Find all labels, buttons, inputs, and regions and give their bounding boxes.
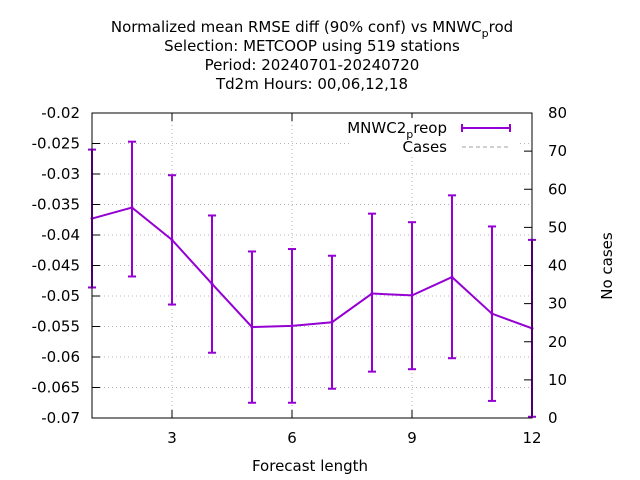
y2-tick-labels: 80 70 60 50 40 30 20 10 0 xyxy=(548,104,567,427)
y2-tick-label: 70 xyxy=(548,142,567,160)
title-line-1: Normalized mean RMSE diff (90% conf) vs … xyxy=(111,18,513,40)
y2-tick-label: 80 xyxy=(548,104,567,122)
data-point xyxy=(450,275,454,279)
y-tick-label: -0.07 xyxy=(41,409,80,427)
data-point xyxy=(490,312,494,316)
grid xyxy=(92,113,532,418)
y2-tick-label: 10 xyxy=(548,371,567,389)
legend-background xyxy=(350,118,520,156)
x-tick-label: 6 xyxy=(287,429,297,447)
data-point xyxy=(130,206,134,210)
y2-axis-label: No cases xyxy=(598,232,616,300)
y-tick-label: -0.035 xyxy=(32,196,80,214)
x-axis-label: Forecast length xyxy=(252,457,368,475)
data-point xyxy=(250,325,254,329)
data-point xyxy=(170,238,174,242)
title-line-3: Period: 20240701-20240720 xyxy=(205,56,420,74)
legend: MNWC2preop Cases xyxy=(347,118,520,156)
chart-title: Normalized mean RMSE diff (90% conf) vs … xyxy=(111,18,513,93)
data-point xyxy=(410,293,414,297)
y2-tick-label: 60 xyxy=(548,180,567,198)
mnwc2-series xyxy=(88,140,536,418)
x-tick-label: 9 xyxy=(407,429,417,447)
y-tick-label: -0.045 xyxy=(32,257,80,275)
x-tick-labels: 3 6 9 12 xyxy=(167,429,541,447)
y-tick-label: -0.06 xyxy=(41,348,80,366)
legend-sample-mnwc2 xyxy=(461,124,511,132)
y-tick-label: -0.065 xyxy=(32,379,80,397)
y2-tick-label: 40 xyxy=(548,257,567,275)
y-tick-label: -0.03 xyxy=(41,165,80,183)
y-tick-label: -0.02 xyxy=(41,104,80,122)
series-line xyxy=(91,206,533,330)
y2-tick-label: 30 xyxy=(548,295,567,313)
x-tick-label: 3 xyxy=(167,429,177,447)
title-line-4: Td2m Hours: 00,06,12,18 xyxy=(215,75,408,93)
y-tick-labels: -0.02 -0.025 -0.03 -0.035 -0.04 -0.045 -0.05 -0… xyxy=(32,104,80,427)
legend-label-mnwc2: MNWC2preop xyxy=(347,119,447,141)
y-tick-label: -0.055 xyxy=(32,318,80,336)
y-tick-label: -0.025 xyxy=(32,135,80,153)
legend-label-cases: Cases xyxy=(402,138,447,156)
title-line-2: Selection: METCOOP using 519 stations xyxy=(164,37,460,55)
y2-tick-label: 50 xyxy=(548,218,567,236)
data-point xyxy=(210,282,214,286)
data-point xyxy=(290,324,294,328)
ticks xyxy=(92,112,533,419)
data-point xyxy=(330,320,334,324)
y-tick-label: -0.05 xyxy=(41,287,80,305)
x-tick-label: 12 xyxy=(522,429,541,447)
y2-tick-label: 20 xyxy=(548,333,567,351)
data-point xyxy=(370,292,374,296)
y2-tick-label: 0 xyxy=(548,409,558,427)
y-tick-label: -0.04 xyxy=(41,226,80,244)
